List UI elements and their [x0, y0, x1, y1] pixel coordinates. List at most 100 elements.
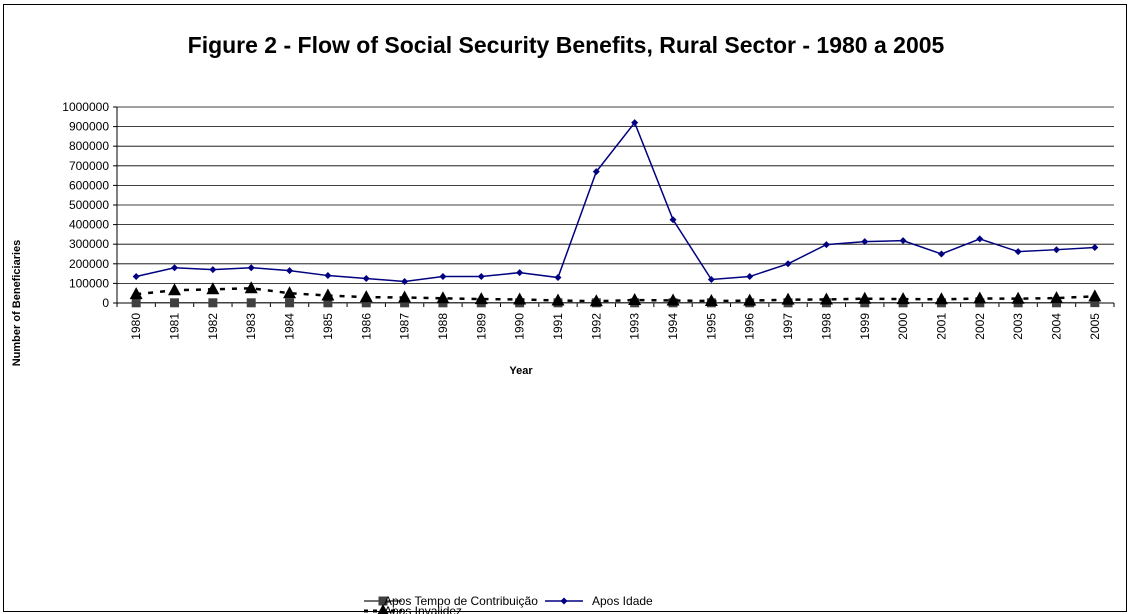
data-point — [1014, 248, 1022, 256]
data-point — [743, 293, 757, 306]
data-point — [1088, 289, 1102, 302]
data-point — [551, 293, 565, 306]
data-point — [208, 298, 218, 308]
data-point — [286, 267, 294, 275]
x-tick-label: 1995 — [704, 313, 718, 340]
data-point — [784, 260, 792, 268]
data-point — [631, 119, 639, 127]
data-point — [283, 286, 297, 299]
data-point — [477, 273, 485, 281]
y-axis-title: Number of Beneficiaries — [11, 240, 23, 367]
data-point — [822, 241, 830, 249]
data-point — [439, 273, 447, 281]
data-point — [1052, 246, 1060, 254]
x-tick-label: 1996 — [743, 313, 757, 340]
legend-marker — [377, 604, 389, 614]
legend-marker — [378, 596, 388, 606]
data-point — [129, 287, 143, 300]
x-tick-label: 1985 — [321, 313, 335, 340]
data-point — [474, 292, 488, 305]
data-point — [899, 237, 907, 245]
x-tick-label: 1987 — [398, 313, 412, 340]
data-point — [1049, 291, 1063, 304]
data-point — [666, 293, 680, 306]
x-tick-label: 2004 — [1049, 313, 1063, 340]
data-point — [707, 275, 715, 283]
series-apos-invalidez — [129, 281, 1102, 307]
axes — [113, 106, 1115, 307]
legend: Apos Tempo de Contribuição Apos Idade Apos… — [364, 594, 653, 614]
x-tick-label: 1981 — [168, 313, 182, 340]
legend-label: Apos Tempo de Contribuição — [384, 594, 538, 608]
data-point — [516, 269, 524, 277]
legend-item: Apos Invalidez — [364, 604, 462, 614]
data-point — [589, 294, 603, 307]
legend-item: Apos Tempo de Contribuição — [364, 594, 538, 608]
x-tick-label: 1983 — [244, 313, 258, 340]
data-point — [400, 298, 410, 308]
y-tick-label: 700000 — [69, 159, 109, 173]
data-point — [1011, 291, 1025, 304]
data-point — [1091, 244, 1099, 252]
series-lines — [129, 119, 1102, 308]
x-tick-label: 1991 — [551, 313, 565, 340]
data-point — [247, 264, 255, 272]
x-tick-label: 2003 — [1011, 313, 1025, 340]
data-point — [746, 273, 754, 281]
x-tick-label: 1992 — [589, 313, 603, 340]
data-point — [168, 283, 182, 296]
y-tick-labels: 0 100000 200000 300000 400000 500000 600000 700… — [62, 100, 109, 310]
x-tick-label: 1993 — [628, 313, 642, 340]
x-tick-label: 1999 — [858, 313, 872, 340]
data-point — [401, 277, 409, 285]
legend-label: Apos Invalidez — [384, 604, 462, 614]
y-tick-label: 300000 — [69, 237, 109, 251]
data-point — [704, 294, 718, 307]
x-tick-label: 1994 — [666, 313, 680, 340]
data-point — [896, 292, 910, 305]
data-point — [171, 264, 179, 272]
data-point — [244, 281, 258, 294]
data-point — [934, 292, 948, 305]
data-point — [361, 298, 371, 308]
data-point — [592, 168, 600, 176]
x-tick-labels: 1980 1981 1982 1983 1984 1985 1986 1987 1988 1989… — [129, 313, 1102, 340]
data-point — [669, 216, 677, 224]
data-point — [362, 275, 370, 282]
legend-label: Apos Idade — [592, 594, 653, 608]
y-tick-label: 1000000 — [62, 100, 109, 114]
data-point — [246, 298, 256, 308]
x-tick-label: 1980 — [129, 313, 143, 340]
x-tick-label: 1984 — [283, 313, 297, 340]
chart-title: Figure 2 - Flow of Social Security Benef… — [188, 32, 945, 58]
data-point — [436, 291, 450, 304]
data-point — [937, 250, 945, 258]
data-point — [554, 274, 562, 282]
x-tick-label: 1982 — [206, 313, 220, 340]
data-point — [321, 288, 335, 301]
chart-frame — [3, 4, 1127, 612]
data-point — [132, 273, 140, 281]
data-point — [861, 238, 869, 246]
data-point — [324, 272, 332, 280]
legend-marker — [560, 597, 568, 605]
y-tick-label: 100000 — [69, 276, 109, 290]
x-tick-label: 2005 — [1088, 313, 1102, 340]
x-tick-label: 2001 — [934, 313, 948, 340]
data-point — [858, 291, 872, 304]
data-point — [628, 293, 642, 306]
y-tick-label: 400000 — [69, 218, 109, 232]
x-tick-label: 1998 — [819, 313, 833, 340]
data-point — [359, 290, 373, 303]
series-line — [136, 121, 1095, 283]
data-point — [285, 298, 295, 308]
x-tick-label: 1988 — [436, 313, 450, 340]
x-tick-label: 2000 — [896, 313, 910, 340]
x-tick-label: 1997 — [781, 313, 795, 340]
x-tick-label: 1989 — [474, 313, 488, 340]
y-tick-label: 900000 — [69, 120, 109, 134]
y-tick-label: 0 — [102, 296, 109, 310]
y-tick-label: 500000 — [69, 198, 109, 212]
data-point — [209, 266, 217, 274]
